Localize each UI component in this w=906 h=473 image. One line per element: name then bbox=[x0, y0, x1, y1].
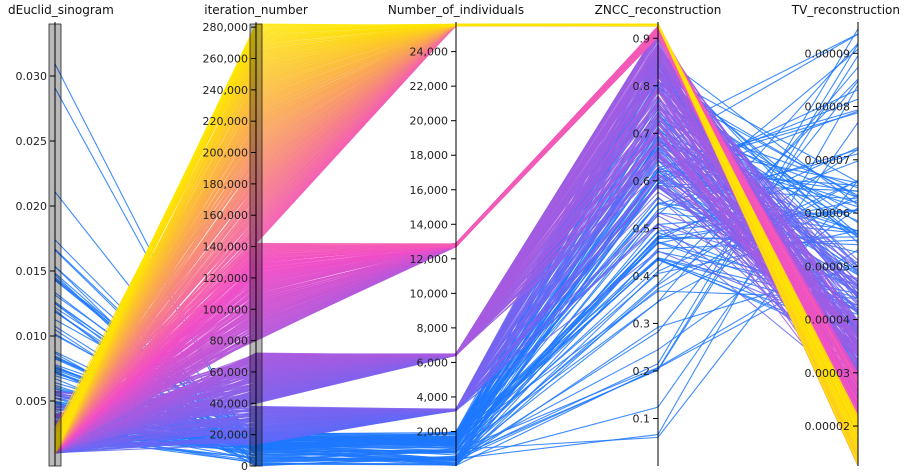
tick-label: 140,000 bbox=[203, 241, 249, 254]
axis-TV_reconstruction[interactable]: TV_reconstruction 0.00002 0.00003 0.00004 0.… bbox=[791, 3, 900, 466]
axis-ZNCC_reconstruction[interactable]: ZNCC_reconstruction 0.1 0.2 0.3 0.4 0.5 0.6 0.7… bbox=[595, 3, 722, 466]
tick-label: 0.7 bbox=[633, 127, 651, 140]
tick-label: 8,000 bbox=[417, 322, 449, 335]
tick-label: 0.005 bbox=[16, 395, 48, 408]
tick-label: 18,000 bbox=[410, 149, 449, 162]
axis-dEuclid_sinogram[interactable]: dEuclid_sinogram 0.005 0.010 0.015 0.020 0.02… bbox=[8, 3, 114, 467]
tick-label: 160,000 bbox=[203, 209, 249, 222]
tick-label: 0.2 bbox=[633, 365, 651, 378]
tick-label: 12,000 bbox=[410, 253, 449, 266]
tick-label: 0.3 bbox=[633, 317, 651, 330]
axis-title: ZNCC_reconstruction bbox=[595, 3, 722, 17]
axes-layer: dEuclid_sinogram 0.005 0.010 0.015 0.020 0.02… bbox=[8, 3, 900, 473]
tick-label: 20,000 bbox=[210, 429, 249, 442]
tick-label: 0 bbox=[241, 460, 248, 473]
tick-label: 0.1 bbox=[633, 412, 651, 425]
tick-label: 0.8 bbox=[633, 80, 651, 93]
tick-label: 0.025 bbox=[16, 135, 48, 148]
tick-label: 0.00006 bbox=[805, 207, 851, 220]
tick-label: 280,000 bbox=[203, 21, 249, 34]
tick-label: 120,000 bbox=[203, 272, 249, 285]
tick-label: 6,000 bbox=[417, 356, 449, 369]
tick-label: 2,000 bbox=[417, 425, 449, 438]
tick-label: 22,000 bbox=[410, 80, 449, 93]
tick-label: 0.00009 bbox=[805, 47, 851, 60]
tick-label: 0.030 bbox=[16, 70, 48, 83]
tick-label: 220,000 bbox=[203, 115, 249, 128]
tick-label: 260,000 bbox=[203, 52, 249, 65]
tick-label: 100,000 bbox=[203, 303, 249, 316]
tick-label: 10,000 bbox=[410, 287, 449, 300]
tick-label: 0.00002 bbox=[805, 420, 851, 433]
tick-label: 0.00003 bbox=[805, 367, 851, 380]
tick-label: 24,000 bbox=[410, 46, 449, 59]
tick-label: 4,000 bbox=[417, 391, 449, 404]
tick-label: 0.020 bbox=[16, 200, 48, 213]
axis-iteration_number[interactable]: iteration_number 0 20,000 40,000 60,000 80,00… bbox=[203, 3, 308, 473]
tick-label: 0.00004 bbox=[805, 314, 851, 327]
tick-label: 0.00007 bbox=[805, 154, 851, 167]
axis-title: Number_of_individuals bbox=[388, 3, 524, 17]
tick-label: 80,000 bbox=[210, 335, 249, 348]
tick-label: 180,000 bbox=[203, 178, 249, 191]
axis-title: dEuclid_sinogram bbox=[8, 3, 114, 17]
tick-label: 240,000 bbox=[203, 84, 249, 97]
tick-label: 200,000 bbox=[203, 147, 249, 160]
tick-label: 20,000 bbox=[410, 115, 449, 128]
tick-label: 16,000 bbox=[410, 184, 449, 197]
tick-label: 0.015 bbox=[16, 265, 48, 278]
tick-label: 0.5 bbox=[633, 222, 651, 235]
tick-label: 0.010 bbox=[16, 330, 48, 343]
tick-label: 0.00005 bbox=[805, 260, 851, 273]
tick-label: 60,000 bbox=[210, 366, 249, 379]
tick-label: 0.4 bbox=[633, 270, 651, 283]
tick-label: 0.00008 bbox=[805, 101, 851, 114]
tick-label: 0.6 bbox=[633, 175, 651, 188]
tick-label: 40,000 bbox=[210, 397, 249, 410]
tick-label: 0.9 bbox=[633, 32, 651, 45]
axis-title: TV_reconstruction bbox=[791, 3, 900, 17]
axis-Number_of_individuals[interactable]: Number_of_individuals 2,000 4,000 6,000 8,00… bbox=[388, 3, 524, 466]
tick-label: 14,000 bbox=[410, 218, 449, 231]
axis-title: iteration_number bbox=[204, 3, 308, 17]
